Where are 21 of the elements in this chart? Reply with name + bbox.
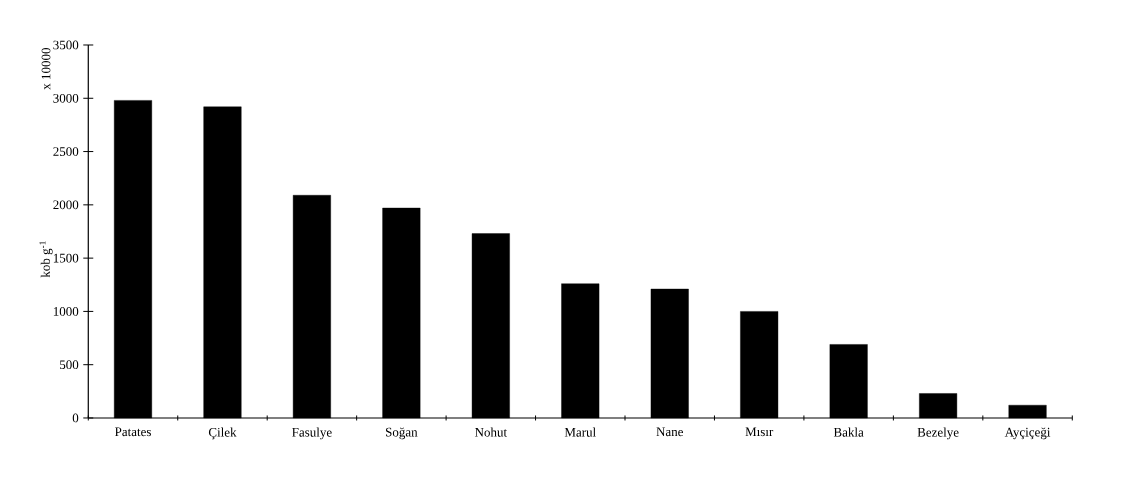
x-tick-label: Bakla: [833, 427, 864, 437]
x-tick-label: Marul: [564, 427, 596, 437]
y-tick-label: 2500: [53, 147, 79, 156]
x-tick-label: Çilek: [208, 427, 237, 440]
x-tick-label: Ayçiçeği: [1004, 427, 1051, 440]
x-tick-label: Fasulye: [292, 427, 332, 440]
x-tick-label: Bezelye: [917, 427, 959, 440]
x-tick-label: Soğan: [386, 427, 418, 440]
x-tick-label: Nane: [656, 427, 683, 437]
text: x 10000: [41, 48, 51, 90]
y-tick-label: 0: [72, 413, 79, 423]
y-tick-label: 2000: [53, 200, 79, 210]
y-tick-label: 1000: [53, 307, 79, 316]
y-tick-label: 3500: [53, 40, 79, 50]
x-tick-label: Mısır: [745, 427, 774, 437]
y-tick-label: 3000: [53, 93, 79, 103]
y-tick-label: 1500: [53, 253, 79, 263]
x-tick-label: Nohut: [474, 427, 507, 437]
y-tick-label: 500: [60, 360, 79, 370]
x-tick-label: Patates: [114, 427, 151, 437]
y-axis-title: kob g$^{-1}$: [39, 241, 53, 278]
